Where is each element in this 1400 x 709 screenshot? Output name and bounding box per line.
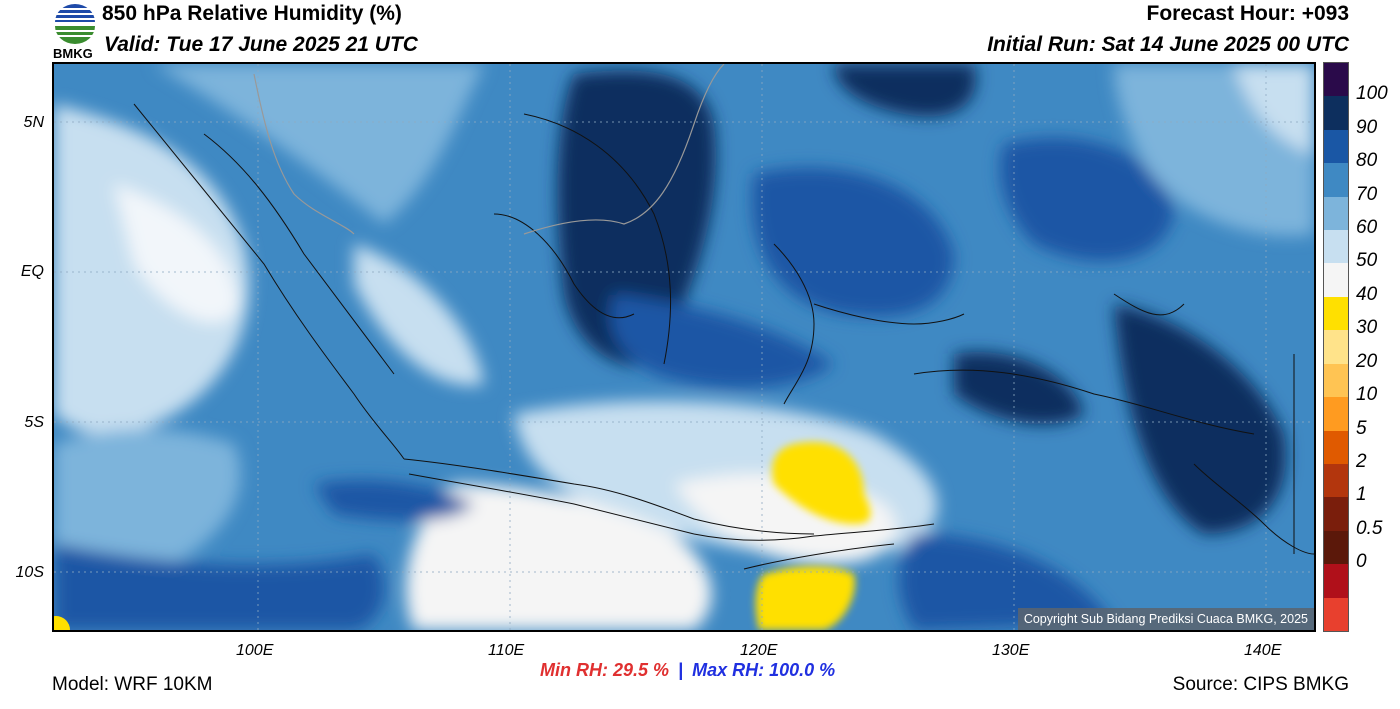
colorbar-label: 5 <box>1356 417 1367 439</box>
lat-label-eq: EQ <box>20 263 44 280</box>
valid-time: Valid: Tue 17 June 2025 21 UTC <box>104 33 418 56</box>
colorbar-label: 80 <box>1356 150 1378 172</box>
max-rh: Max RH: 100.0 % <box>692 660 836 680</box>
colorbar-label: 10 <box>1356 384 1378 406</box>
lat-label-5s: 5S <box>24 414 44 431</box>
colorbar-segment <box>1324 397 1348 432</box>
forecast-hour: Forecast Hour: +093 <box>1146 2 1350 25</box>
colorbar-segment <box>1324 63 1348 97</box>
colorbar-segment <box>1324 497 1348 532</box>
colorbar-label: 2 <box>1356 450 1367 472</box>
colorbar-segment <box>1324 530 1348 565</box>
colorbar-segment <box>1324 597 1348 632</box>
colorbar-label: 0.5 <box>1356 517 1383 539</box>
humidity-field <box>54 64 1314 630</box>
colorbar-label: 20 <box>1356 350 1378 372</box>
lat-label-10s: 10S <box>15 564 44 581</box>
colorbar-label: 30 <box>1356 317 1378 339</box>
colorbar <box>1323 62 1349 632</box>
source: Source: CIPS BMKG <box>1172 674 1349 695</box>
colorbar-segment <box>1324 564 1348 599</box>
colorbar-label: 50 <box>1356 250 1378 272</box>
colorbar-label: 0 <box>1356 551 1367 573</box>
colorbar-label: 70 <box>1356 183 1378 205</box>
logo-text: BMKG <box>53 46 93 61</box>
colorbar-label: 1 <box>1356 484 1367 506</box>
colorbar-segment <box>1324 196 1348 231</box>
copyright-notice: Copyright Sub Bidang Prediksi Cuaca BMKG… <box>1017 608 1314 630</box>
colorbar-label: 60 <box>1356 217 1378 239</box>
bmkg-logo-icon <box>55 4 95 44</box>
colorbar-label: 100 <box>1356 83 1388 105</box>
colorbar-segment <box>1324 296 1348 331</box>
initial-run: Initial Run: Sat 14 June 2025 00 UTC <box>987 33 1349 56</box>
bmkg-logo: BMKG <box>52 2 98 61</box>
stats-line: Min RH: 29.5 % | Max RH: 100.0 % <box>540 660 835 681</box>
colorbar-segment <box>1324 230 1348 264</box>
lon-label-130e: 130E <box>992 642 1030 659</box>
chart-title: 850 hPa Relative Humidity (%) <box>102 2 402 25</box>
lon-label-140e: 140E <box>1244 642 1282 659</box>
lat-label-5n: 5N <box>23 114 44 131</box>
lon-label-120e: 120E <box>740 642 778 659</box>
colorbar-segment <box>1324 463 1348 498</box>
colorbar-segment <box>1324 330 1348 365</box>
lon-label-110e: 110E <box>488 642 525 659</box>
colorbar-label: 90 <box>1356 116 1378 138</box>
colorbar-segment <box>1324 129 1348 164</box>
humidity-map: Copyright Sub Bidang Prediksi Cuaca BMKG… <box>52 62 1316 632</box>
stats-separator: | <box>678 660 684 680</box>
colorbar-segment <box>1324 96 1348 131</box>
coastlines <box>133 103 1314 570</box>
colorbar-label: 40 <box>1356 283 1378 305</box>
colorbar-segment <box>1324 363 1348 398</box>
lon-label-100e: 100E <box>236 642 274 659</box>
model-name: Model: WRF 10KM <box>52 674 213 695</box>
colorbar-segment <box>1324 163 1348 198</box>
min-rh: Min RH: 29.5 % <box>540 660 670 680</box>
colorbar-segment <box>1324 263 1348 298</box>
colorbar-segment <box>1324 430 1348 465</box>
